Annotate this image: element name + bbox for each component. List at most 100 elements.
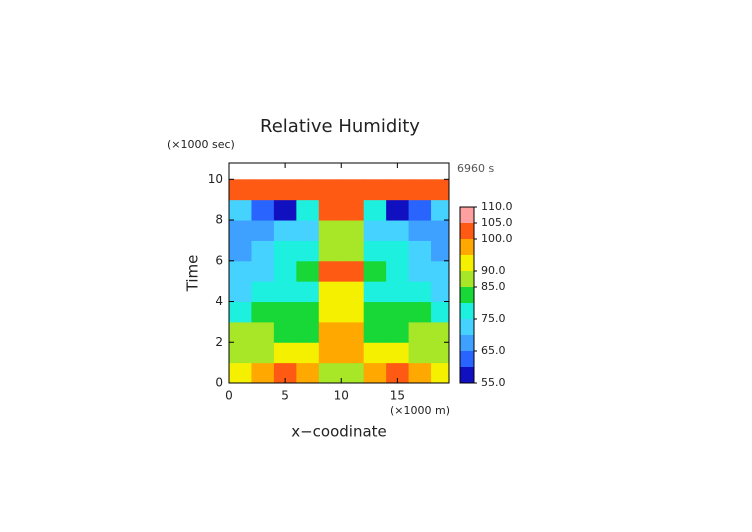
contour-cell: [363, 260, 387, 282]
contour-cell: [341, 301, 365, 323]
contour-cell: [408, 342, 432, 364]
y-tick-label: 0: [215, 376, 223, 390]
contour-cell: [408, 260, 432, 282]
contour-cell: [363, 179, 387, 201]
y-unit: (×1000 sec): [167, 138, 235, 151]
contour-cell: [408, 281, 432, 303]
contour-cell: [229, 321, 252, 343]
contour-cell: [296, 301, 320, 323]
contour-cell: [386, 220, 410, 241]
colorbar-segment: [460, 303, 474, 319]
y-axis-label: Time: [184, 255, 202, 293]
contour-cell: [296, 321, 320, 343]
contour-cell: [431, 240, 449, 262]
contour-cell: [363, 362, 387, 383]
contour-cell: [431, 321, 449, 343]
contour-cell: [251, 240, 275, 262]
contour-cell: [431, 281, 449, 303]
colorbar-tick-label: 85.0: [481, 280, 506, 293]
contour-cell: [229, 260, 252, 282]
contour-cell: [296, 281, 320, 303]
contour-cell: [273, 220, 297, 241]
x-axis-label: x−coodinate: [291, 423, 387, 441]
contour-cell: [386, 301, 410, 323]
contour-cell: [229, 240, 252, 262]
contour-cell: [386, 281, 410, 303]
contour-cell: [341, 240, 365, 262]
colorbar-tick-label: 55.0: [481, 376, 506, 389]
contour-cell: [363, 199, 387, 221]
contour-cell: [273, 240, 297, 262]
contour-cell: [318, 240, 342, 262]
y-tick-label: 2: [215, 335, 223, 349]
contour-cell: [251, 321, 275, 343]
contour-cell: [431, 342, 449, 364]
colorbar-segment: [460, 271, 474, 287]
x-unit: (×1000 m): [390, 404, 450, 417]
contour-cell: [408, 199, 432, 221]
contour-cell: [273, 199, 297, 221]
x-tick-label: 5: [281, 389, 289, 403]
colorbar-segment: [460, 367, 474, 383]
contour-cell: [408, 321, 432, 343]
contour-cell: [341, 281, 365, 303]
contour-cell: [251, 179, 275, 201]
contour-cell: [408, 220, 432, 241]
colorbar-segment: [460, 255, 474, 271]
contour-cell: [341, 260, 365, 282]
contour-cell: [273, 301, 297, 323]
contour-cell: [318, 260, 342, 282]
contour-cell: [341, 321, 365, 343]
contour-cell: [296, 199, 320, 221]
contour-cell: [386, 342, 410, 364]
colorbar-frame: [459, 206, 475, 384]
plot-frame: [228, 162, 450, 384]
y-tick-label: 8: [215, 213, 223, 227]
contour-cell: [296, 260, 320, 282]
colorbar-segment: [460, 351, 474, 367]
contour-cell: [341, 179, 365, 201]
colorbar-segment: [460, 207, 474, 223]
contour-cell: [363, 301, 387, 323]
contour-cell: [251, 281, 275, 303]
y-tick-label: 6: [215, 253, 223, 267]
colorbar-tick-label: 65.0: [481, 344, 506, 357]
contour-cell: [273, 362, 297, 383]
contour-cell: [318, 342, 342, 364]
colorbar-tick-label: 105.0: [481, 216, 513, 229]
contour-cell: [386, 240, 410, 262]
colorbar-tick-label: 75.0: [481, 312, 506, 325]
contour-cell: [296, 342, 320, 364]
contour-cell: [341, 199, 365, 221]
contour-cell: [363, 342, 387, 364]
contour-cell: [251, 260, 275, 282]
contour-cell: [318, 220, 342, 241]
contour-cell: [386, 362, 410, 383]
contour-cell: [341, 362, 365, 383]
colorbar-tick-label: 110.0: [481, 200, 513, 213]
contour-cell: [296, 179, 320, 201]
y-tick-label: 10: [208, 172, 223, 186]
contour-cell: [318, 179, 342, 201]
contour-cell: [273, 179, 297, 201]
y-tick-label: 4: [215, 294, 223, 308]
contour-cell: [408, 362, 432, 383]
contour-cell: [251, 362, 275, 383]
contour-cell: [251, 301, 275, 323]
contour-cell: [251, 342, 275, 364]
contour-cell: [386, 199, 410, 221]
contour-cell: [431, 199, 449, 221]
contour-cell: [318, 281, 342, 303]
time-label: 6960 s: [457, 162, 494, 175]
contour-cell: [386, 321, 410, 343]
contour-cell: [273, 321, 297, 343]
contour-cell: [431, 179, 449, 201]
contour-cell: [431, 220, 449, 241]
contour-cell: [431, 301, 449, 323]
contour-cell: [318, 301, 342, 323]
contour-cell: [296, 220, 320, 241]
contour-cell: [363, 281, 387, 303]
contour-cell: [273, 281, 297, 303]
contour-cell: [229, 199, 252, 221]
